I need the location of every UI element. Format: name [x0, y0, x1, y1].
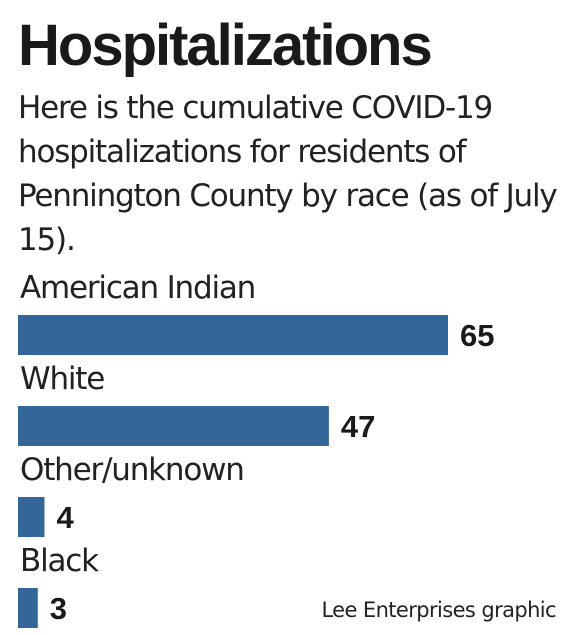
- credit-line: Lee Enterprises graphic: [321, 598, 556, 622]
- bar: [18, 406, 329, 446]
- category-label: White: [20, 361, 104, 397]
- chart-subtitle: Here is the cumulative COVID-19 hospital…: [18, 90, 558, 258]
- category-label: American Indian: [20, 270, 255, 306]
- bar: [18, 588, 38, 628]
- value-label: 47: [341, 409, 375, 444]
- value-label: 4: [57, 500, 75, 535]
- value-label: 3: [50, 591, 67, 626]
- category-label: Black: [20, 543, 99, 579]
- bar: [18, 497, 45, 537]
- category-label: Other/unknown: [20, 452, 244, 488]
- value-label: 65: [460, 318, 494, 353]
- bar: [18, 315, 448, 355]
- chart-title: Hospitalizations: [18, 13, 433, 78]
